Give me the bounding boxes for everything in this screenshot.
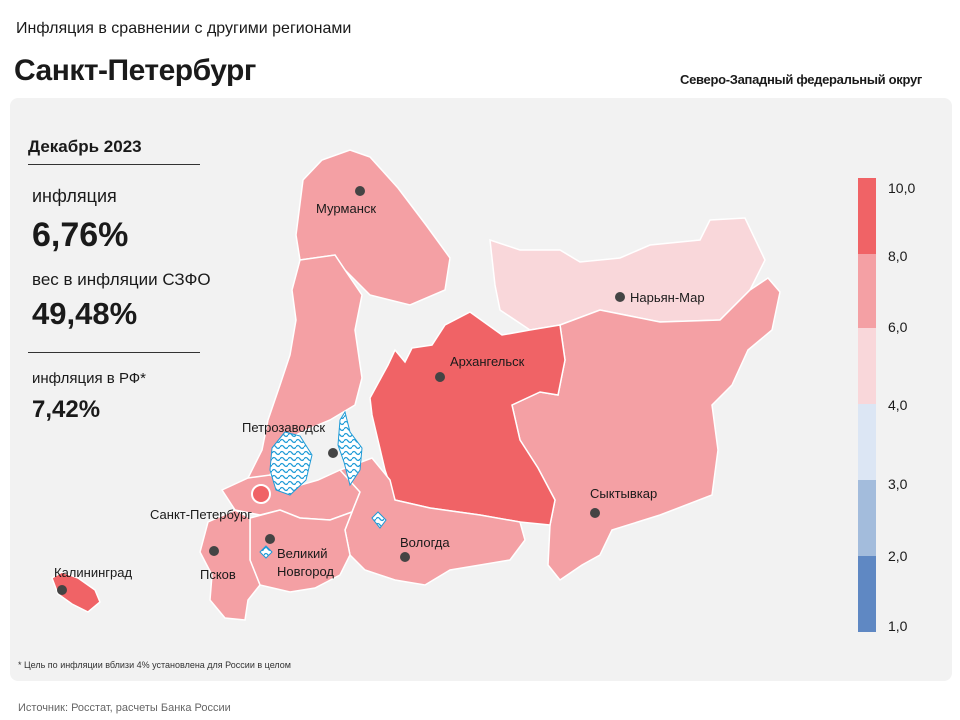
legend-bar	[858, 178, 876, 632]
legend-band-6-8	[858, 254, 876, 328]
city-label-veliky: Великий	[277, 546, 328, 561]
city-marker-naryan-mar[interactable]	[615, 292, 625, 302]
district-label: Северо-Западный федеральный округ	[679, 72, 922, 87]
legend-tick-6: 6,0	[888, 319, 908, 335]
legend-tick-8: 8,0	[888, 248, 908, 264]
page-title: Санкт-Петербург	[14, 54, 256, 87]
city-marker-vologda[interactable]	[400, 552, 410, 562]
lake-ilmen	[259, 545, 273, 559]
city-marker-murmansk[interactable]	[355, 186, 365, 196]
city-marker-spb[interactable]	[251, 484, 271, 504]
lake-ladoga	[269, 431, 313, 496]
city-label-syktyvkar: Сыктывкар	[590, 486, 657, 501]
legend-tick-3: 3,0	[888, 476, 908, 492]
city-marker-syktyvkar[interactable]	[590, 508, 600, 518]
page-subtitle: Инфляция в сравнении с другими регионами	[16, 20, 352, 37]
inflation-label: инфляция	[32, 186, 117, 206]
legend-band-4-6	[858, 328, 876, 404]
legend-band-8-10	[858, 178, 876, 254]
city-label-murmansk: Мурманск	[316, 201, 376, 216]
lake-beloye	[371, 511, 387, 529]
city-marker-pskov[interactable]	[209, 546, 219, 556]
city-label-naryan-mar: Нарьян-Мар	[630, 290, 705, 305]
lake-onega	[337, 410, 363, 487]
city-label-novgorod: Новгород	[277, 564, 334, 579]
rf-inflation-label: инфляция в РФ*	[32, 370, 147, 387]
city-marker-petrozavodsk[interactable]	[328, 448, 338, 458]
city-label-spb: Санкт-Петербург	[150, 507, 252, 522]
legend-band-2-3	[858, 480, 876, 556]
inflation-value: 6,76%	[32, 216, 129, 254]
city-label-petrozavodsk: Петрозаводск	[242, 420, 325, 435]
city-marker-novgorod[interactable]	[265, 534, 275, 544]
city-label-vologda: Вологда	[400, 535, 450, 550]
legend-tick-10: 10,0	[888, 180, 916, 196]
weight-label: вес в инфляции СЗФО	[32, 270, 211, 289]
region-nenets[interactable]	[489, 217, 766, 331]
period-label: Декабрь 2023	[28, 137, 142, 156]
source-note: Источник: Росстат, расчеты Банка России	[18, 702, 231, 714]
region-pskov[interactable]	[199, 509, 261, 621]
legend-band-1-2	[858, 556, 876, 632]
city-label-pskov: Псков	[200, 567, 236, 582]
city-label-kaliningrad: Калининград	[54, 565, 132, 580]
divider	[28, 352, 200, 353]
legend-tick-2: 2,0	[888, 548, 908, 564]
city-label-arkhangelsk: Архангельск	[450, 354, 525, 369]
city-marker-arkhangelsk[interactable]	[435, 372, 445, 382]
city-marker-kaliningrad[interactable]	[57, 585, 67, 595]
region-kaliningrad[interactable]	[51, 571, 101, 613]
rf-inflation-value: 7,42%	[32, 396, 101, 423]
footnote: * Цель по инфляции вблизи 4% установлена…	[18, 660, 291, 670]
divider	[28, 164, 200, 165]
legend-band-3-4	[858, 404, 876, 480]
weight-value: 49,48%	[32, 296, 138, 331]
legend-tick-4: 4,0	[888, 397, 908, 413]
legend-tick-1: 1,0	[888, 618, 908, 634]
